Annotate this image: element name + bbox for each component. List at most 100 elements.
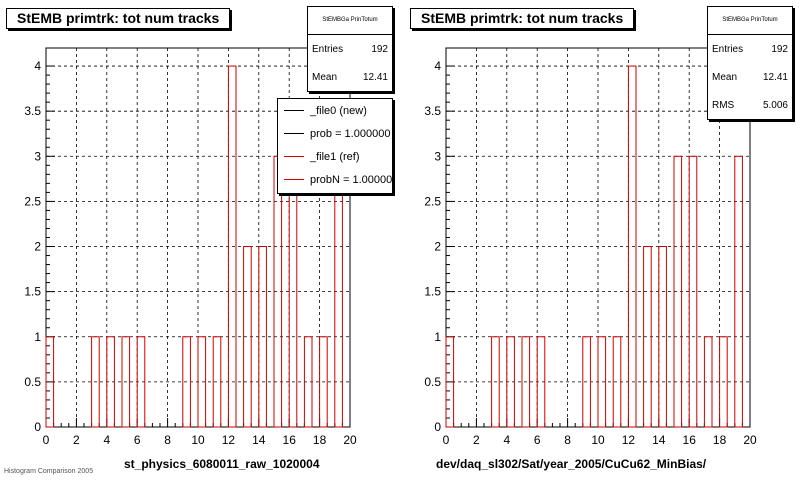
left-histogram-bin xyxy=(197,336,207,428)
right-stats-entries-label: Entries xyxy=(712,43,744,55)
right-histogram-bin xyxy=(719,336,728,428)
left-y-tick-label: 2 xyxy=(34,240,41,254)
right-stats-entries-row: Entries 192 xyxy=(708,35,792,63)
right-y-tick-label: 0 xyxy=(434,420,441,434)
right-y-tick-label: 3 xyxy=(434,149,441,163)
left-y-tick-label: 1.5 xyxy=(24,285,41,299)
left-y-tick-label: 0.5 xyxy=(24,375,41,389)
right-x-tick-label: 14 xyxy=(652,433,666,447)
right-y-tick-label: 4 xyxy=(434,59,441,73)
right-histogram-bin xyxy=(703,336,713,428)
left-histogram-bin xyxy=(227,65,237,428)
right-y-tick-label: 1.5 xyxy=(424,285,441,299)
right-stats-box: StEMBGa PrinTotum Entries 192 Mean 12.41… xyxy=(707,6,793,120)
left-histogram-bin xyxy=(106,336,115,428)
right-stats-rms-row: RMS 5.006 xyxy=(708,91,792,119)
legend-line-red xyxy=(284,179,304,180)
right-y-tick-label: 1 xyxy=(434,330,441,344)
left-stats-mean-label: Mean xyxy=(312,71,338,83)
left-y-tick-label: 3.5 xyxy=(24,104,41,118)
left-histogram-bin xyxy=(319,336,328,428)
left-histogram-bin xyxy=(258,246,267,428)
left-stats-mean-row: Mean 12.41 xyxy=(308,63,392,91)
legend-label: prob = 1.000000 xyxy=(310,127,391,140)
footer-caption: Histogram Comparison 2005 xyxy=(4,468,94,475)
left-histogram-bin xyxy=(136,336,146,428)
left-x-tick-label: 4 xyxy=(103,433,110,447)
left-histogram-bin xyxy=(91,336,100,428)
left-stats-entries-label: Entries xyxy=(312,43,344,55)
left-x-tick-label: 6 xyxy=(134,433,141,447)
right-stats-name: StEMBGa PrinTotum xyxy=(708,7,792,35)
right-stats-entries-value: 192 xyxy=(771,43,788,55)
legend-label: probN = 1.000000 xyxy=(310,173,393,186)
left-histogram-bin xyxy=(243,246,252,428)
left-x-axis-title: st_physics_6080011_raw_1020004 xyxy=(124,457,320,471)
left-stats-box: StEMBGa PrinTotum Entries 192 Mean 12.41 xyxy=(307,6,393,92)
left-y-tick-label: 2.5 xyxy=(24,194,41,208)
right-stats-mean-row: Mean 12.41 xyxy=(708,63,792,91)
right-x-tick-label: 0 xyxy=(443,433,450,447)
left-histogram-bin xyxy=(212,336,222,428)
right-x-tick-label: 20 xyxy=(743,433,757,447)
right-histogram-bin xyxy=(734,155,743,428)
left-stats-entries-row: Entries 192 xyxy=(308,35,392,63)
right-histogram-bin xyxy=(658,246,667,428)
left-y-tick-label: 1 xyxy=(34,330,41,344)
left-x-tick-label: 2 xyxy=(73,433,80,447)
legend-entry-prob: prob = 1.000000 xyxy=(278,122,392,145)
right-histogram-bin xyxy=(521,336,531,428)
legend-label: _file0 (new) xyxy=(310,104,367,117)
right-x-tick-label: 6 xyxy=(534,433,541,447)
right-y-tick-label: 3.5 xyxy=(424,104,441,118)
right-y-tick-label: 2.5 xyxy=(424,194,441,208)
left-legend: _file0 (new) prob = 1.000000 _file1 (ref… xyxy=(277,98,393,194)
right-chart-title: StEMB primtrk: tot num tracks xyxy=(410,8,635,29)
left-y-tick-label: 4 xyxy=(34,59,41,73)
right-y-tick-label: 0.5 xyxy=(424,375,441,389)
left-y-tick-label: 0 xyxy=(34,420,41,434)
right-histogram-bin xyxy=(673,155,683,428)
right-stats-rms-value: 5.006 xyxy=(762,99,788,111)
legend-line-black xyxy=(284,110,304,111)
right-x-tick-label: 16 xyxy=(683,433,697,447)
right-stats-mean-value: 12.41 xyxy=(762,71,788,83)
right-x-tick-label: 4 xyxy=(503,433,510,447)
left-stats-name: StEMBGa PrinTotum xyxy=(308,7,392,35)
left-x-tick-label: 20 xyxy=(343,433,357,447)
left-histogram-bin xyxy=(45,336,55,428)
right-x-tick-label: 2 xyxy=(473,433,480,447)
left-x-tick-label: 18 xyxy=(313,433,327,447)
legend-label: _file1 (ref) xyxy=(310,150,360,163)
left-histogram-bin xyxy=(303,336,313,428)
right-x-tick-label: 10 xyxy=(591,433,605,447)
left-stats-mean-value: 12.41 xyxy=(362,71,388,83)
left-x-tick-label: 8 xyxy=(164,433,171,447)
legend-line-black xyxy=(284,133,304,134)
right-x-tick-label: 12 xyxy=(622,433,636,447)
right-stats-mean-label: Mean xyxy=(712,71,738,83)
left-x-tick-label: 10 xyxy=(191,433,205,447)
right-x-tick-label: 8 xyxy=(564,433,571,447)
left-x-tick-label: 16 xyxy=(283,433,297,447)
right-histogram-bin xyxy=(597,336,607,428)
legend-entry-file0: _file0 (new) xyxy=(278,99,392,122)
left-stats-entries-value: 192 xyxy=(371,43,388,55)
right-histogram-bin xyxy=(536,336,546,428)
right-y-tick-label: 2 xyxy=(434,240,441,254)
right-histogram-bin xyxy=(506,336,515,428)
left-x-tick-label: 12 xyxy=(222,433,236,447)
left-histogram-bin xyxy=(182,336,191,428)
right-x-tick-label: 18 xyxy=(713,433,727,447)
right-histogram-bin xyxy=(688,155,698,428)
legend-entry-file1: _file1 (ref) xyxy=(278,145,392,168)
left-x-tick-label: 0 xyxy=(43,433,50,447)
right-histogram-bin xyxy=(445,336,455,428)
left-chart-title: StEMB primtrk: tot num tracks xyxy=(6,8,231,29)
right-histogram-bin xyxy=(582,336,591,428)
right-stats-rms-label: RMS xyxy=(712,99,735,111)
right-x-axis-title: dev/daq_sl302/Sat/year_2005/CuCu62_MinBi… xyxy=(436,457,707,471)
legend-entry-probN: probN = 1.000000 xyxy=(278,168,392,191)
legend-line-red xyxy=(284,156,304,157)
